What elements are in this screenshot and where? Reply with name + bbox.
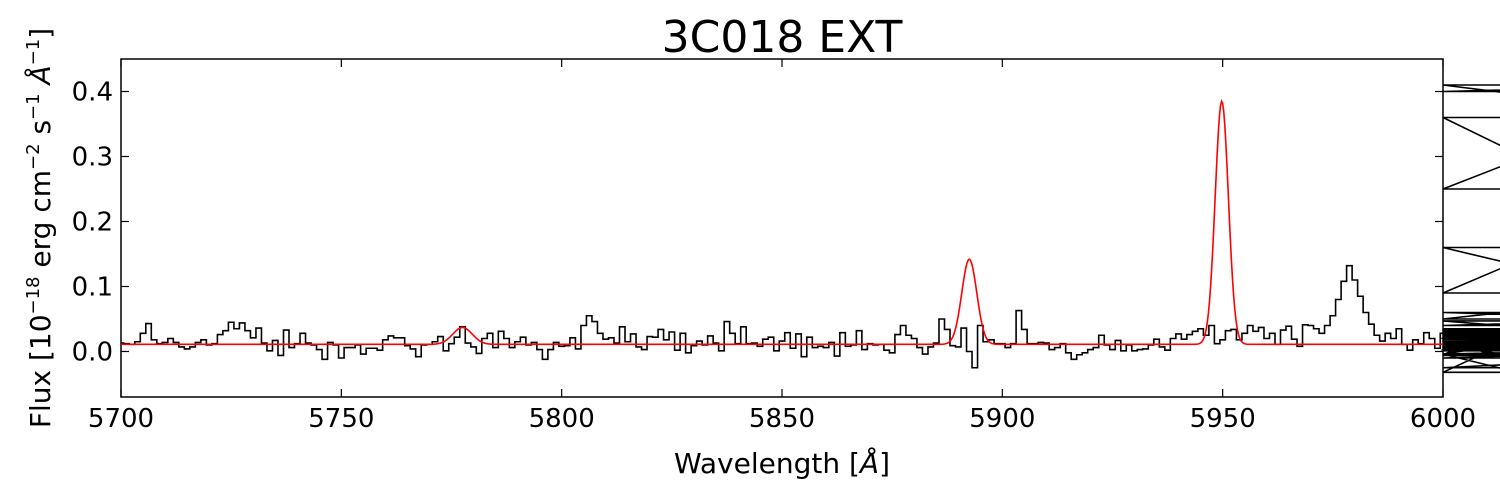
y-axis-label: Flux [10−18 erg cm−2 s−1 Å−1] [23,28,57,428]
x-tick-label: 5850 [749,404,815,434]
y-tick-label: 0.1 [72,273,113,303]
tick-layer [120,59,1444,397]
x-axis-label-main: Wavelength [ [674,447,860,480]
y-tick-label: 0.3 [72,143,113,173]
x-tick-label: 5750 [308,404,374,434]
y-tick-label: 0.4 [72,78,113,108]
series-gaussian-fit [121,99,1443,346]
x-tick-label: 6000 [1410,404,1476,434]
y-tick-labels: 0.0 0.1 0.2 0.3 0.4 [72,78,113,368]
plot-frame [120,58,1444,398]
plot-area [120,58,1500,398]
x-tick-labels: 5700 5750 5800 5850 5900 5950 6000 [88,404,1476,434]
y-tick-label: 0.2 [72,208,113,238]
x-tick-label: 5900 [969,404,1035,434]
series-observed-spectrum [121,84,1500,374]
series-layer [121,84,1500,374]
x-tick-label: 5700 [88,404,154,434]
y-tick-label: 0.0 [72,338,113,368]
x-axis-label-unit: Å [858,446,879,480]
x-tick-label: 5950 [1190,404,1256,434]
x-axis-label: Wavelength [Å] [674,446,890,480]
x-axis-label-close: ] [879,447,890,480]
chart-title: 3C018 EXT [662,12,903,63]
x-tick-label: 5800 [529,404,595,434]
